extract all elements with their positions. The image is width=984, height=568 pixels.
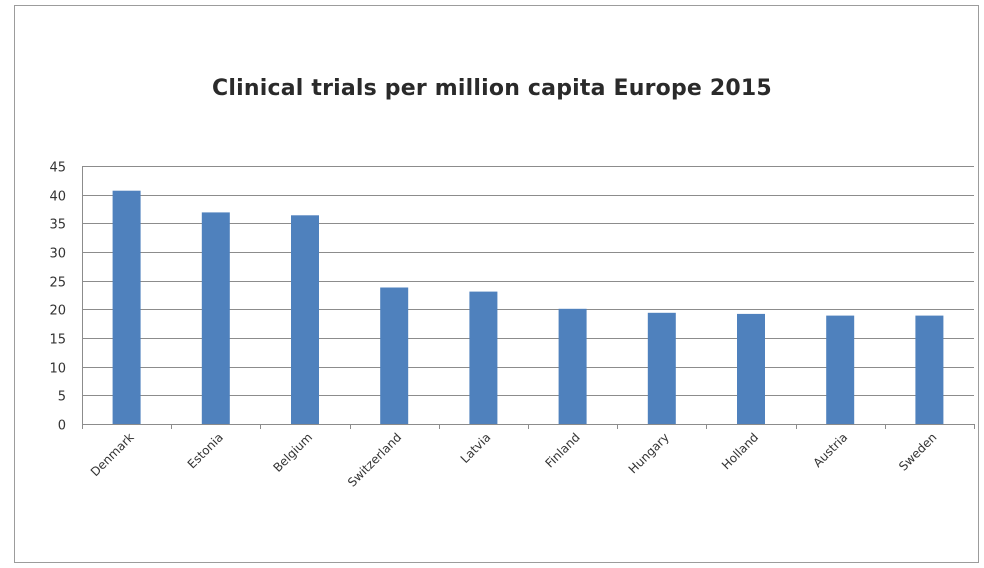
chart-title: Clinical trials per million capita Europ… — [212, 76, 772, 101]
bar-switzerland — [380, 287, 409, 424]
gridlines — [82, 166, 975, 429]
y-tick-label: 15 — [49, 333, 66, 348]
bar-sweden — [915, 315, 944, 424]
x-label-switzerland: Switzerland — [345, 430, 404, 489]
x-label-hungary: Hungary — [626, 430, 672, 476]
x-label-finland: Finland — [542, 430, 582, 470]
bar-finland — [558, 308, 587, 424]
bar-estonia — [201, 212, 230, 424]
bar-latvia — [469, 291, 498, 424]
x-label-sweden: Sweden — [896, 430, 939, 473]
bars — [112, 190, 944, 424]
bar-holland — [737, 313, 765, 424]
y-tick-label: 45 — [49, 161, 66, 176]
bar-denmark — [112, 190, 141, 424]
bar-austria — [826, 315, 855, 424]
x-label-latvia: Latvia — [458, 430, 494, 466]
x-label-holland: Holland — [719, 430, 761, 472]
bar-belgium — [291, 215, 319, 424]
y-tick-label: 25 — [49, 276, 66, 291]
chart-frame — [14, 5, 979, 563]
y-tick-label: 10 — [49, 362, 66, 377]
x-label-denmark: Denmark — [88, 430, 137, 479]
x-axis-labels: Denmark Estonia Belgium Switzerland Latvia Fi… — [88, 430, 940, 489]
y-tick-label: 40 — [49, 190, 66, 205]
y-tick-label: 5 — [58, 390, 66, 405]
x-label-austria: Austria — [810, 430, 850, 470]
y-tick-label: 35 — [49, 218, 66, 233]
y-tick-label: 20 — [49, 304, 66, 319]
x-label-estonia: Estonia — [185, 430, 226, 471]
bar-hungary — [647, 312, 676, 424]
x-label-belgium: Belgium — [270, 430, 315, 475]
y-axis-ticks: 0 5 10 15 20 25 30 35 40 45 — [49, 161, 66, 434]
y-tick-label: 30 — [49, 247, 66, 262]
y-tick-label: 0 — [58, 419, 66, 434]
